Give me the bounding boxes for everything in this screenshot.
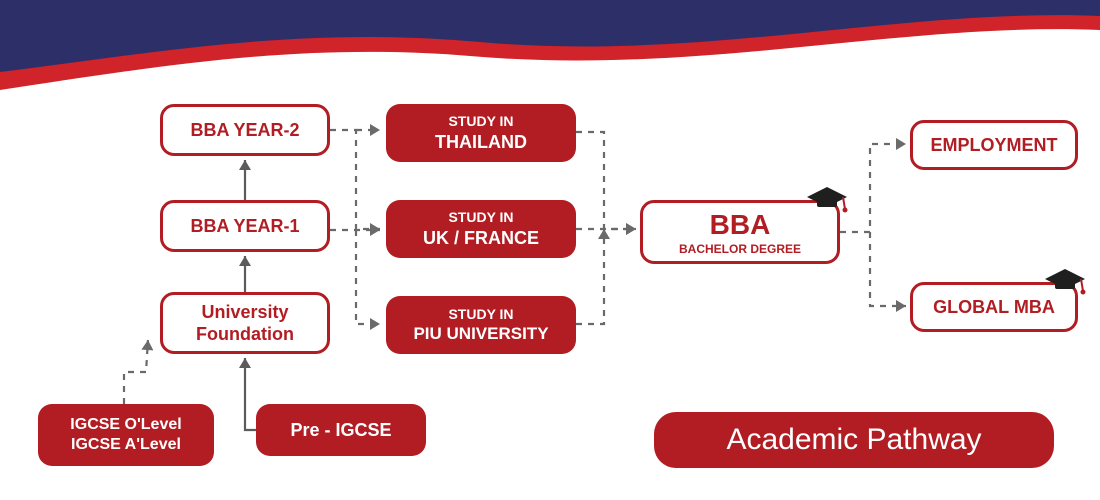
node-uk-france-line1: STUDY IN [448, 209, 513, 227]
node-bba-degree: BBABACHELOR DEGREE [640, 200, 840, 264]
node-igcse-line1: IGCSE O'Level [70, 415, 181, 435]
node-piu-line2: PIU UNIVERSITY [413, 323, 548, 344]
node-thailand-line2: THAILAND [435, 131, 527, 154]
node-igcse: IGCSE O'LevelIGCSE A'Level [38, 404, 214, 466]
node-piu: STUDY INPIU UNIVERSITY [386, 296, 576, 354]
node-uni-found-line2: Foundation [196, 323, 294, 346]
node-bba-year2-line1: BBA YEAR-2 [190, 119, 299, 142]
node-uni-found-line1: University [201, 301, 288, 324]
node-bba-year1-line1: BBA YEAR-1 [190, 215, 299, 238]
node-global-mba: GLOBAL MBA [910, 282, 1078, 332]
node-pre-igcse-line1: Pre - IGCSE [290, 419, 391, 442]
diagram-title-text: Academic Pathway [726, 423, 981, 457]
node-uk-france: STUDY INUK / FRANCE [386, 200, 576, 258]
diagram-title: Academic Pathway [654, 412, 1054, 468]
node-thailand-line1: STUDY IN [448, 113, 513, 131]
node-employment-line1: EMPLOYMENT [930, 134, 1057, 157]
node-bba-year2: BBA YEAR-2 [160, 104, 330, 156]
node-pre-igcse: Pre - IGCSE [256, 404, 426, 456]
node-uni-found: UniversityFoundation [160, 292, 330, 354]
node-global-mba-line1: GLOBAL MBA [933, 296, 1055, 319]
node-piu-line1: STUDY IN [448, 306, 513, 324]
node-uk-france-line2: UK / FRANCE [423, 227, 539, 250]
node-bba-degree-line2: BACHELOR DEGREE [679, 242, 801, 257]
graduation-cap-icon [1043, 267, 1087, 297]
node-igcse-line2: IGCSE A'Level [71, 435, 181, 455]
node-thailand: STUDY INTHAILAND [386, 104, 576, 162]
graduation-cap-icon [805, 185, 849, 215]
node-bba-degree-line1: BBA [710, 207, 771, 242]
node-employment: EMPLOYMENT [910, 120, 1078, 170]
node-bba-year1: BBA YEAR-1 [160, 200, 330, 252]
